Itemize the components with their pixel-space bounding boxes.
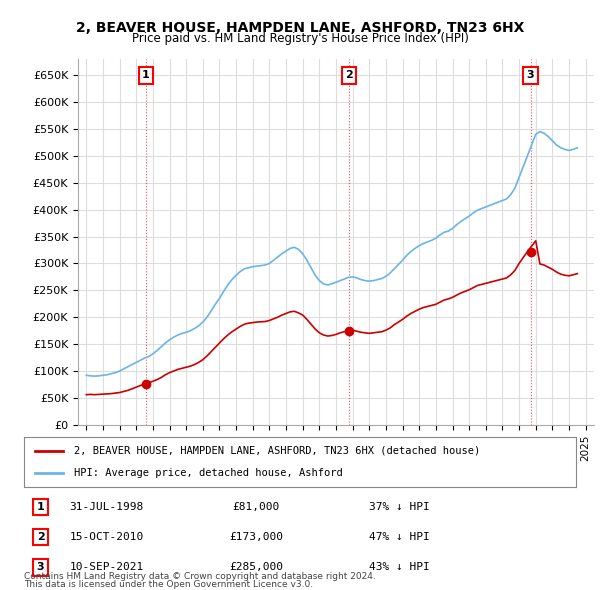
Text: 2, BEAVER HOUSE, HAMPDEN LANE, ASHFORD, TN23 6HX (detached house): 2, BEAVER HOUSE, HAMPDEN LANE, ASHFORD, … (74, 445, 480, 455)
Text: 43% ↓ HPI: 43% ↓ HPI (369, 562, 430, 572)
Text: 2: 2 (345, 70, 353, 80)
Text: Price paid vs. HM Land Registry's House Price Index (HPI): Price paid vs. HM Land Registry's House … (131, 32, 469, 45)
Text: 15-OCT-2010: 15-OCT-2010 (70, 532, 144, 542)
Text: 47% ↓ HPI: 47% ↓ HPI (369, 532, 430, 542)
Text: £81,000: £81,000 (232, 502, 280, 512)
Text: 10-SEP-2021: 10-SEP-2021 (70, 562, 144, 572)
Text: Contains HM Land Registry data © Crown copyright and database right 2024.: Contains HM Land Registry data © Crown c… (24, 572, 376, 581)
Text: 31-JUL-1998: 31-JUL-1998 (70, 502, 144, 512)
Text: £173,000: £173,000 (229, 532, 283, 542)
Text: 3: 3 (527, 70, 535, 80)
Text: 37% ↓ HPI: 37% ↓ HPI (369, 502, 430, 512)
Text: £285,000: £285,000 (229, 562, 283, 572)
Text: 1: 1 (142, 70, 150, 80)
Text: 2: 2 (37, 532, 44, 542)
Text: 2, BEAVER HOUSE, HAMPDEN LANE, ASHFORD, TN23 6HX: 2, BEAVER HOUSE, HAMPDEN LANE, ASHFORD, … (76, 21, 524, 35)
Text: This data is licensed under the Open Government Licence v3.0.: This data is licensed under the Open Gov… (24, 580, 313, 589)
Text: HPI: Average price, detached house, Ashford: HPI: Average price, detached house, Ashf… (74, 468, 343, 478)
Text: 1: 1 (37, 502, 44, 512)
Text: 3: 3 (37, 562, 44, 572)
